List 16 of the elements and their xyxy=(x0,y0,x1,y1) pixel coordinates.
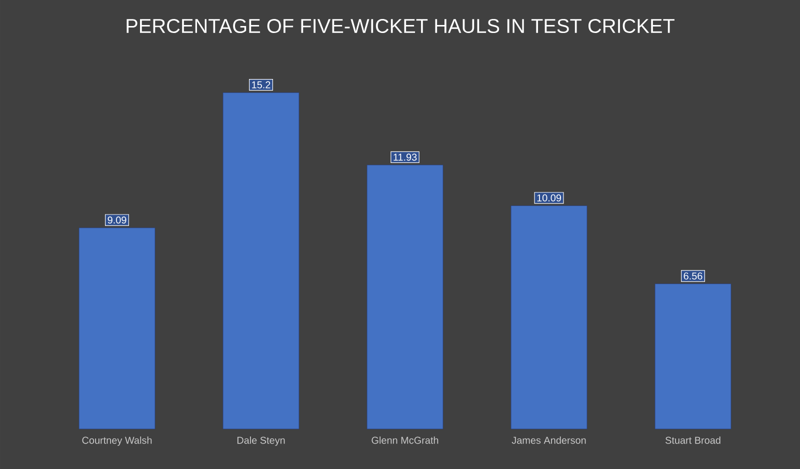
bar xyxy=(510,206,588,430)
bar xyxy=(222,92,300,430)
data-label: 9.09 xyxy=(108,216,126,224)
x-tick-label: Dale Steyn xyxy=(237,436,285,446)
x-tick-label: Courtney Walsh xyxy=(82,436,152,446)
data-label: 10.09 xyxy=(537,194,562,202)
x-tick-label: Glenn McGrath xyxy=(372,436,438,444)
data-label: 11.93 xyxy=(394,154,417,161)
bar xyxy=(366,164,444,430)
x-tick-label: James Anderson xyxy=(512,436,586,444)
data-label: 15.2 xyxy=(252,81,270,88)
bar xyxy=(654,284,732,430)
data-label: 6.56 xyxy=(684,272,702,280)
bar xyxy=(78,228,156,430)
chart-title: PERCENTAGE OF FIVE-WICKET HAULS IN TEST CRICKET xyxy=(126,18,674,34)
x-tick-label: Stuart Broad xyxy=(665,436,720,444)
